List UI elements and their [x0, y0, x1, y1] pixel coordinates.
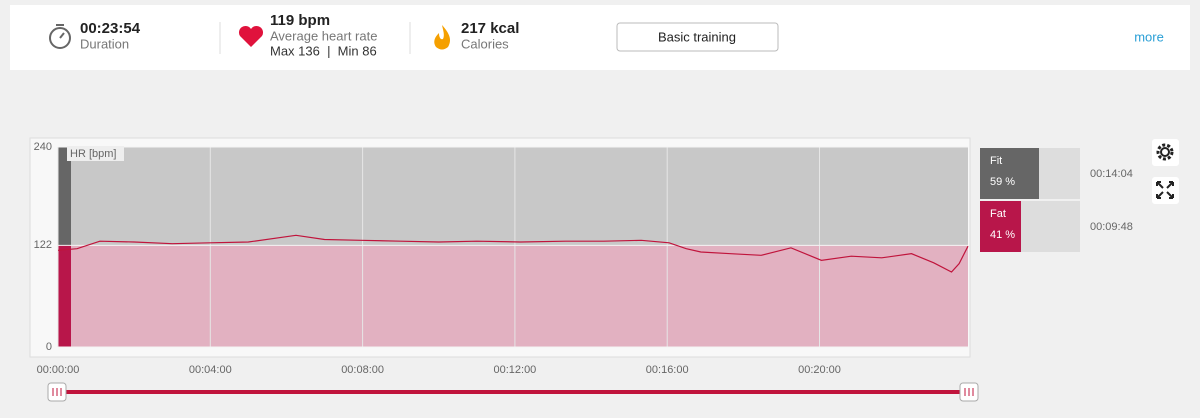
y-tick-label: 122 [34, 239, 52, 251]
zone-name: Fit [990, 155, 1002, 167]
more-link[interactable]: more [1134, 29, 1164, 44]
zone-percent: 59 % [990, 176, 1015, 188]
zone-bar [980, 148, 1039, 199]
fit-zone [58, 147, 968, 246]
y-label-bg [67, 146, 124, 161]
y-tick-label: 240 [34, 141, 52, 153]
zone-time: 00:09:48 [1090, 221, 1133, 233]
slider-handle[interactable] [47, 382, 67, 402]
x-tick-label: 00:12:00 [493, 364, 536, 376]
slider-handle[interactable] [959, 382, 979, 402]
hr-line [57, 234, 969, 273]
fat-strip [58, 245, 71, 347]
duration-label: Duration [80, 36, 129, 51]
zone-time: 00:14:04 [1090, 168, 1133, 180]
settings-icon[interactable] [1152, 139, 1179, 166]
heart-rate: 119 bpm [270, 12, 330, 29]
fit-strip [58, 147, 71, 246]
expand-icon[interactable] [1152, 177, 1179, 204]
zone-bar [980, 201, 1021, 252]
x-tick-label: 00:00:00 [37, 364, 80, 376]
calories: 217 kcal [461, 20, 519, 37]
heart-icon [238, 25, 264, 47]
training-button[interactable] [616, 22, 779, 52]
zone-percent: 41 % [990, 229, 1015, 241]
zone-name: Fat [990, 208, 1006, 220]
x-tick-label: 00:20:00 [798, 364, 841, 376]
stopwatch-icon [49, 24, 71, 49]
duration: 00:23:54 [80, 20, 141, 37]
training-button-label[interactable]: Basic training [658, 29, 736, 44]
fat-zone [58, 245, 968, 347]
flame-icon [434, 25, 450, 50]
y-axis-label: HR [bpm] [70, 148, 116, 160]
y-tick-label: 0 [46, 341, 52, 353]
x-tick-label: 00:04:00 [189, 364, 232, 376]
x-tick-label: 00:08:00 [341, 364, 384, 376]
header-panel [10, 5, 1190, 70]
max-min: Max 136 | Min 86 [270, 43, 377, 58]
heart-rate-label: Average heart rate [270, 28, 377, 43]
calories-label: Calories [461, 36, 509, 51]
x-tick-label: 00:16:00 [646, 364, 689, 376]
